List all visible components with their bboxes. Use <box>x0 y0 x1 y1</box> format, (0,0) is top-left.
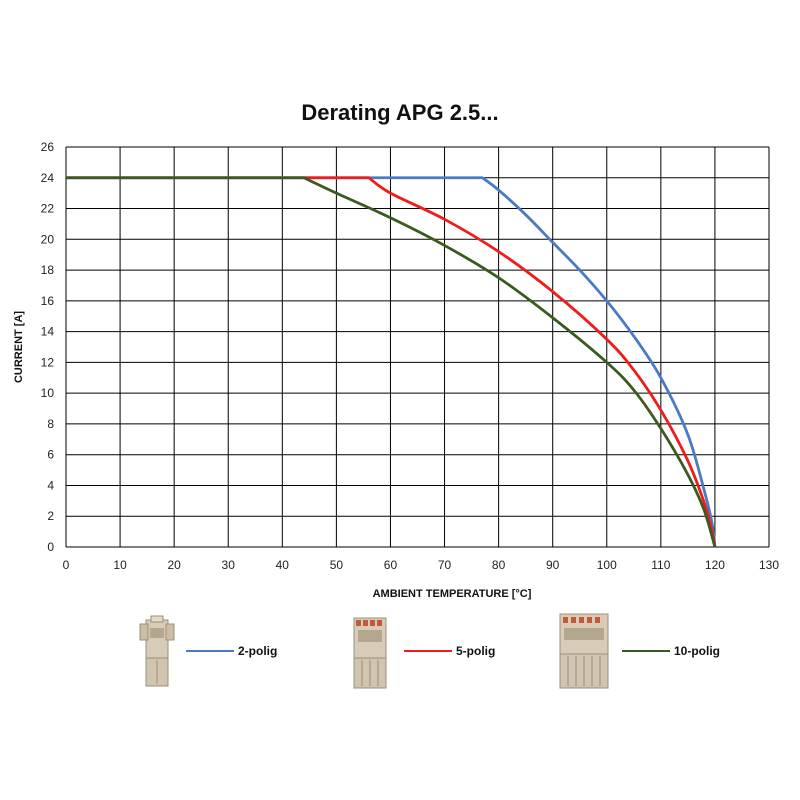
legend-label-2-polig: 2-polig <box>238 644 278 658</box>
y-tick-label: 10 <box>41 386 55 400</box>
y-tick-label: 14 <box>41 325 55 339</box>
x-tick-label: 20 <box>167 558 181 572</box>
y-tick-label: 22 <box>41 202 55 216</box>
x-tick-label: 110 <box>651 558 670 572</box>
legend-line-2-polig <box>186 650 234 652</box>
y-tick-label: 4 <box>47 478 54 492</box>
x-tick-label: 90 <box>546 558 560 572</box>
x-tick-label: 120 <box>705 558 725 572</box>
x-axis-ticks: 0 10 20 30 40 50 60 70 80 90 100 110 120 130 <box>63 558 780 572</box>
legend-label-5-polig: 5-polig <box>456 644 496 658</box>
legend-line-5-polig <box>404 650 452 652</box>
x-tick-label: 130 <box>759 558 779 572</box>
series-line-2-polig <box>66 176 717 548</box>
chart-title: Derating APG 2.5... <box>301 100 499 125</box>
x-tick-label: 30 <box>222 558 236 572</box>
series-line-10-polig <box>66 176 717 548</box>
legend-item-5-polig: 5-polig <box>404 644 495 658</box>
x-tick-label: 60 <box>384 558 398 572</box>
y-axis-label: CURRENT [A] <box>13 311 25 383</box>
y-tick-label: 0 <box>47 540 54 554</box>
y-tick-label: 26 <box>41 140 55 154</box>
x-tick-label: 50 <box>330 558 344 572</box>
y-tick-label: 6 <box>47 448 54 462</box>
y-tick-label: 20 <box>41 232 55 246</box>
x-tick-label: 70 <box>438 558 452 572</box>
y-tick-label: 8 <box>47 417 54 431</box>
connector-10-pole-icon <box>556 610 612 697</box>
x-tick-label: 80 <box>492 558 506 572</box>
connector-5-pole-icon <box>348 614 392 697</box>
legend-label-10-polig: 10-polig <box>674 644 721 658</box>
series-line-5-polig <box>66 176 717 548</box>
y-tick-label: 24 <box>41 171 55 185</box>
x-axis-label: AMBIENT TEMPERATURE [°C] <box>373 588 532 600</box>
y-tick-label: 16 <box>41 294 55 308</box>
x-tick-label: 40 <box>276 558 290 572</box>
y-tick-label: 18 <box>41 263 55 277</box>
x-tick-label: 10 <box>113 558 127 572</box>
legend-line-10-polig <box>622 650 670 652</box>
x-tick-label: 0 <box>63 558 70 572</box>
x-tick-label: 100 <box>597 558 617 572</box>
y-tick-label: 2 <box>47 509 54 523</box>
legend-item-2-polig: 2-polig <box>186 644 277 658</box>
y-tick-label: 12 <box>41 355 55 369</box>
connector-2-pole-icon <box>136 614 178 695</box>
series-lines <box>66 176 717 548</box>
legend-item-10-polig: 10-polig <box>622 644 720 658</box>
